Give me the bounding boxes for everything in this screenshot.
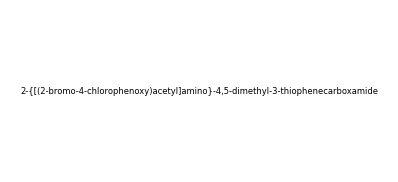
Text: 2-{[(2-bromo-4-chlorophenoxy)acetyl]amino}-4,5-dimethyl-3-thiophenecarboxamide: 2-{[(2-bromo-4-chlorophenoxy)acetyl]amin… — [20, 86, 378, 96]
